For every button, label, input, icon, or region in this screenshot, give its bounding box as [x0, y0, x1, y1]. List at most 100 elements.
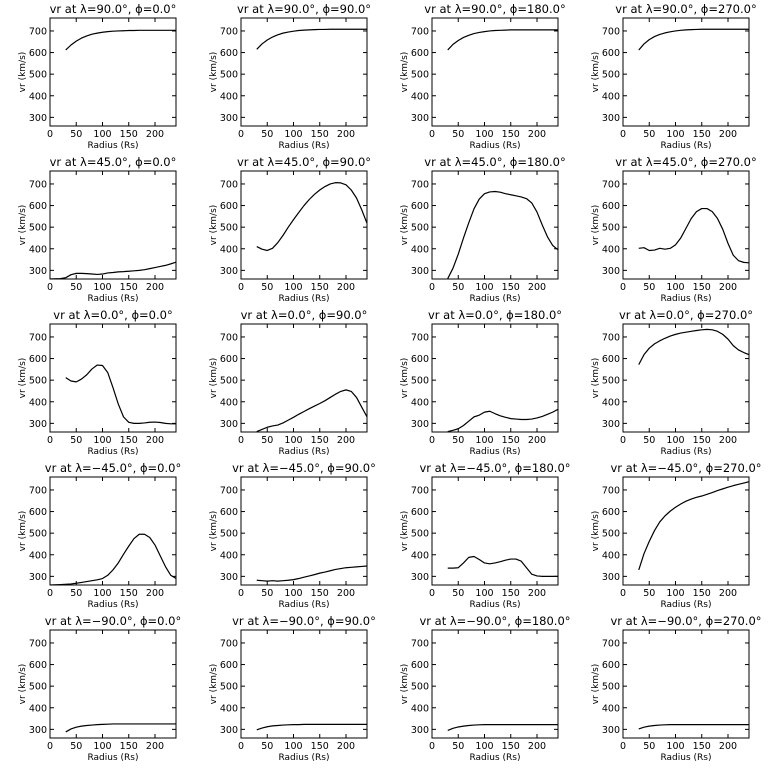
y-tick-label: 400: [220, 703, 238, 714]
x-tick-label: 150: [120, 282, 138, 293]
x-tick-label: 100: [475, 282, 493, 293]
x-tick-label: 50: [643, 129, 655, 140]
x-tick-label: 100: [93, 435, 111, 446]
plot-frame: [622, 629, 750, 739]
plot-frame: [240, 476, 368, 586]
y-tick-label: 500: [220, 376, 238, 387]
y-tick-label: 400: [220, 397, 238, 408]
y-axis-label: vr (km/s): [591, 205, 601, 246]
chart-panel-8: vr at λ=45.0°, ϕ=270.0° 0 50 100 150 200 300 40…: [591, 155, 757, 304]
x-tick-label: 100: [475, 435, 493, 446]
plot-frame: [431, 323, 559, 433]
chart-title: vr at λ=90.0°, ϕ=270.0°: [615, 2, 756, 16]
x-tick-label: 100: [284, 129, 302, 140]
x-tick-label: 0: [620, 435, 626, 446]
y-tick-label: 500: [411, 70, 429, 81]
y-tick-label: 300: [220, 572, 238, 583]
y-tick-label: 700: [220, 638, 238, 649]
y-tick-label: 500: [220, 70, 238, 81]
x-axis-label: Radius (Rs): [87, 447, 138, 457]
x-axis-label: Radius (Rs): [469, 447, 520, 457]
velocity-profile-line: [256, 182, 367, 252]
chart-title: vr at λ=0.0°, ϕ=270.0°: [619, 308, 753, 322]
chart-panel-15: vr at λ=−45.0°, ϕ=180.0° 0 50 100 150 200 300 4…: [400, 461, 571, 610]
y-tick-label: 500: [411, 529, 429, 540]
y-tick-label: 700: [29, 332, 47, 343]
chart-title: vr at λ=−45.0°, ϕ=90.0°: [232, 461, 376, 475]
y-tick-label: 500: [411, 223, 429, 234]
x-tick-label: 50: [70, 129, 82, 140]
x-tick-label: 200: [146, 435, 164, 446]
y-tick-label: 300: [220, 266, 238, 277]
y-tick-label: 600: [220, 48, 238, 59]
y-axis-label: vr (km/s): [209, 358, 219, 399]
chart-title: vr at λ=−90.0°, ϕ=0.0°: [45, 614, 181, 628]
x-tick-label: 50: [452, 435, 464, 446]
y-tick-label: 300: [29, 266, 47, 277]
x-tick-label: 150: [311, 588, 329, 599]
x-axis-label: Radius (Rs): [660, 753, 711, 763]
x-tick-label: 0: [620, 741, 626, 752]
chart-panel-1: vr at λ=90.0°, ϕ=0.0° 0 50 100 150 200 300 400 5…: [18, 2, 177, 151]
x-tick-label: 100: [93, 282, 111, 293]
chart-panel-2: vr at λ=90.0°, ϕ=90.0° 0 50 100 150 200 300 400…: [209, 2, 371, 151]
y-tick-label: 600: [411, 660, 429, 671]
x-tick-label: 100: [93, 588, 111, 599]
chart-panel-11: vr at λ=0.0°, ϕ=180.0° 0 50 100 150 200 300 400…: [400, 308, 562, 457]
y-tick-label: 700: [220, 485, 238, 496]
x-tick-label: 100: [666, 588, 684, 599]
velocity-profile-line: [447, 29, 558, 51]
y-tick-label: 300: [220, 419, 238, 430]
x-tick-label: 150: [311, 282, 329, 293]
x-tick-label: 50: [452, 129, 464, 140]
x-axis-label: Radius (Rs): [278, 141, 329, 151]
x-tick-label: 100: [475, 741, 493, 752]
x-tick-label: 150: [311, 129, 329, 140]
chart-title: vr at λ=0.0°, ϕ=0.0°: [53, 308, 172, 322]
x-tick-label: 50: [70, 741, 82, 752]
x-tick-label: 200: [146, 741, 164, 752]
y-tick-label: 500: [29, 376, 47, 387]
y-tick-label: 400: [29, 397, 47, 408]
y-axis-label: vr (km/s): [18, 358, 28, 399]
y-tick-label: 600: [220, 354, 238, 365]
x-tick-label: 150: [311, 741, 329, 752]
y-tick-label: 600: [411, 354, 429, 365]
x-tick-label: 200: [719, 282, 737, 293]
x-tick-label: 0: [47, 282, 53, 293]
plot-frame: [240, 323, 368, 433]
y-tick-label: 300: [602, 266, 620, 277]
chart-panel-6: vr at λ=45.0°, ϕ=90.0° 0 50 100 150 200 300 400…: [209, 155, 371, 304]
x-tick-label: 150: [311, 435, 329, 446]
x-tick-label: 200: [719, 588, 737, 599]
x-tick-label: 200: [528, 435, 546, 446]
x-axis-label: Radius (Rs): [469, 294, 520, 304]
plot-frame: [240, 17, 368, 127]
y-tick-label: 500: [220, 529, 238, 540]
x-tick-label: 100: [666, 435, 684, 446]
y-axis-label: vr (km/s): [18, 52, 28, 93]
x-tick-label: 100: [284, 282, 302, 293]
x-tick-label: 150: [502, 282, 520, 293]
x-tick-label: 200: [528, 741, 546, 752]
chart-title: vr at λ=45.0°, ϕ=180.0°: [424, 155, 565, 169]
y-tick-label: 600: [411, 507, 429, 518]
x-tick-label: 100: [666, 741, 684, 752]
x-tick-label: 0: [238, 741, 244, 752]
chart-title: vr at λ=0.0°, ϕ=90.0°: [241, 308, 368, 322]
velocity-profile-line: [638, 207, 749, 264]
y-tick-label: 600: [602, 507, 620, 518]
y-tick-label: 400: [411, 703, 429, 714]
y-tick-label: 700: [29, 485, 47, 496]
x-axis-label: Radius (Rs): [278, 447, 329, 457]
plot-frame: [431, 17, 559, 127]
x-tick-label: 50: [261, 741, 273, 752]
y-tick-label: 300: [411, 266, 429, 277]
velocity-profile-line: [447, 724, 558, 731]
y-tick-label: 600: [29, 354, 47, 365]
x-tick-label: 150: [120, 435, 138, 446]
y-tick-label: 700: [602, 485, 620, 496]
x-axis-label: Radius (Rs): [87, 294, 138, 304]
x-axis-label: Radius (Rs): [87, 141, 138, 151]
